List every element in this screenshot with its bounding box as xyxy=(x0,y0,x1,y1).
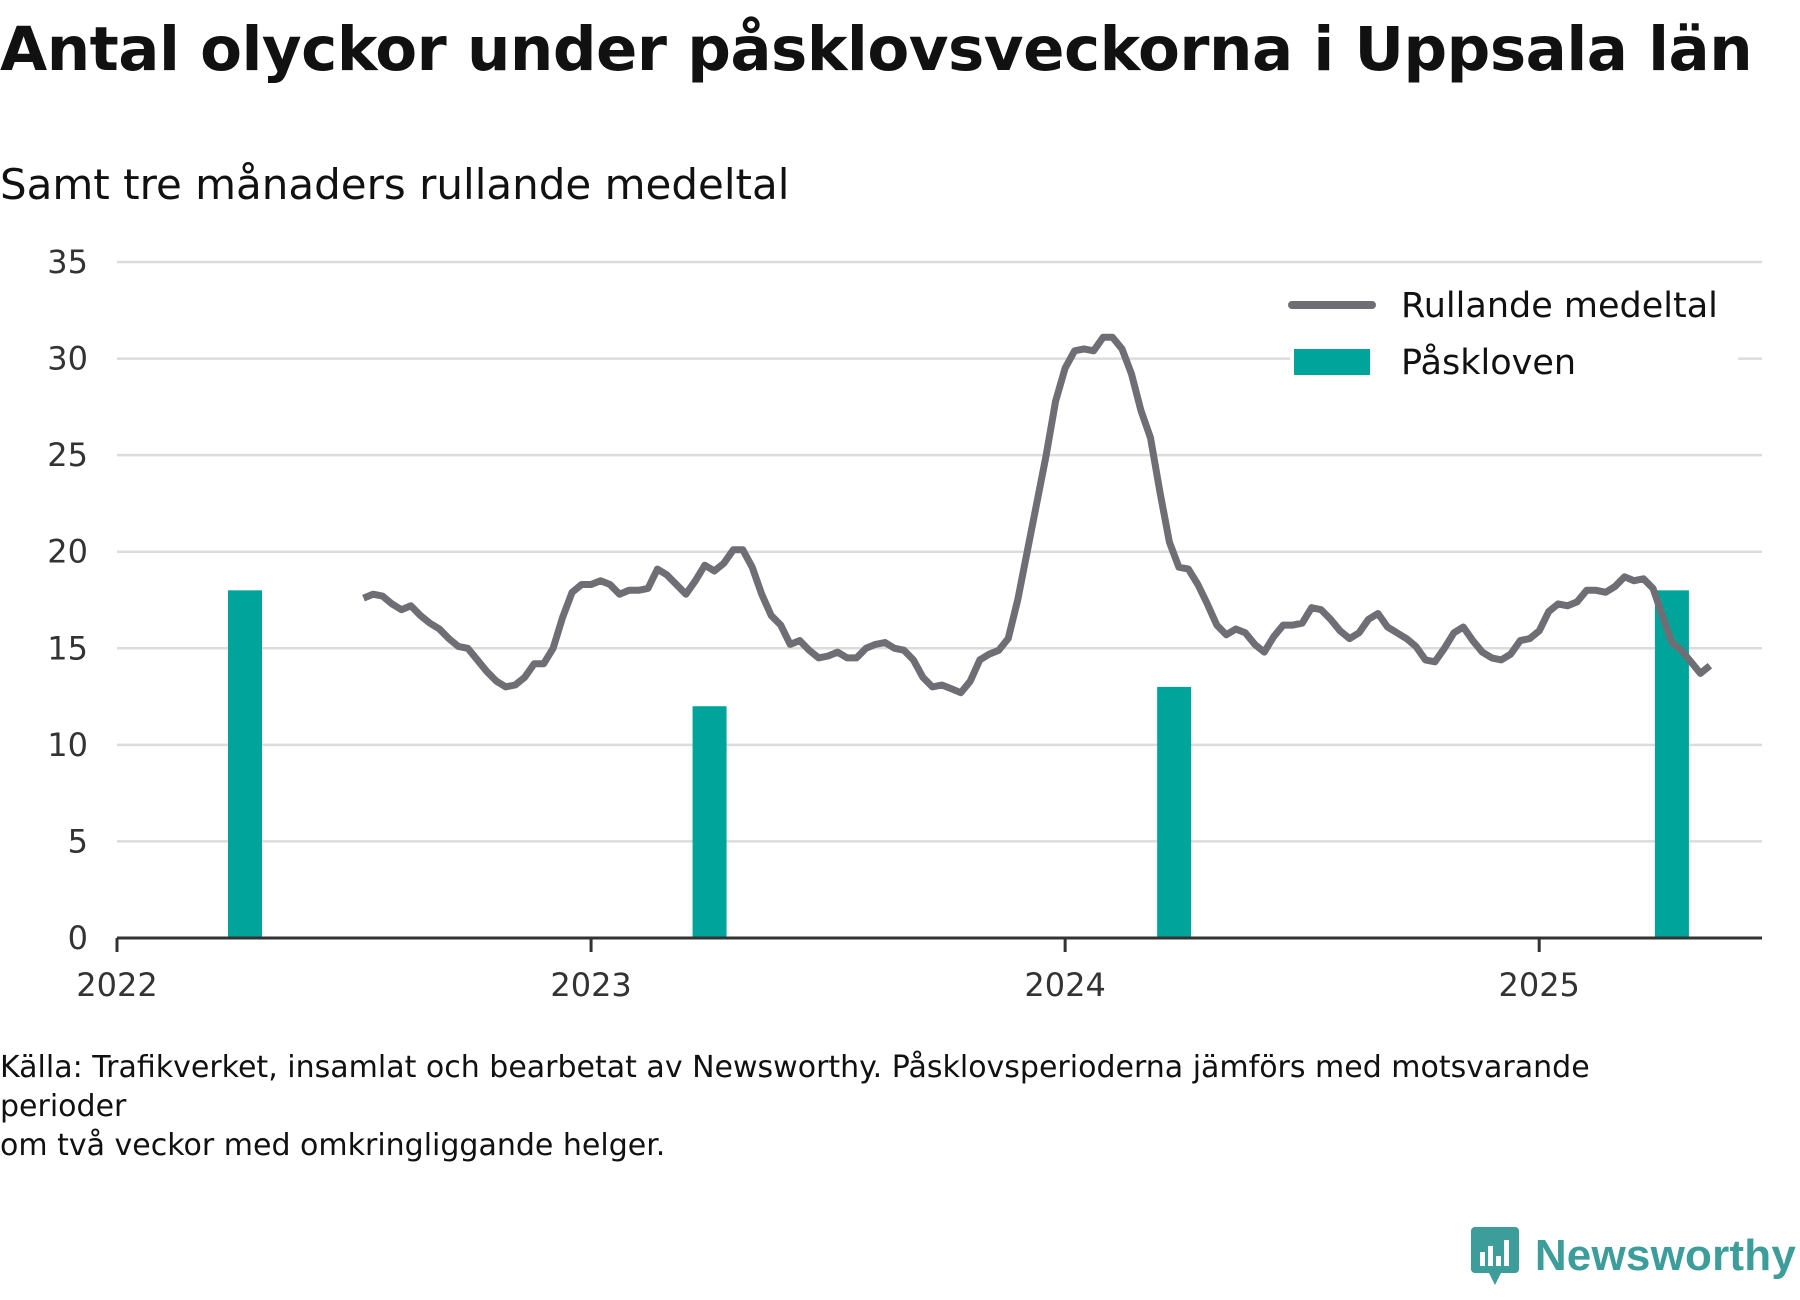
bar-series-paskloven xyxy=(227,590,1689,938)
legend-bar-swatch xyxy=(1294,349,1370,375)
y-tick-label: 0 xyxy=(68,919,88,957)
bar-paskloven xyxy=(1157,686,1192,938)
x-axis: 2022 2023 2024 2025 xyxy=(76,936,1762,1004)
y-axis-ticks: 0 5 10 15 20 25 30 35 xyxy=(47,243,88,957)
line-rullande-medeltal xyxy=(362,333,1713,697)
bar-paskloven xyxy=(692,706,727,938)
x-tick-label: 2022 xyxy=(76,966,157,1004)
brand-name: Newsworthy xyxy=(1534,1231,1796,1280)
legend-label-rullande-medeltal: Rullande medeltal xyxy=(1401,286,1718,326)
y-tick-label: 5 xyxy=(68,822,88,860)
x-tick-label: 2025 xyxy=(1498,966,1579,1004)
x-tick-label: 2023 xyxy=(550,966,631,1004)
chart-subtitle: Samt tre månaders rullande medeltal xyxy=(0,160,790,209)
source-line-1: Källa: Trafikverket, insamlat och bearbe… xyxy=(0,1050,1590,1124)
line-series-rullande-medeltal xyxy=(362,333,1713,697)
source-line-2: om två veckor med omkringliggande helger… xyxy=(0,1128,666,1163)
y-tick-label: 15 xyxy=(47,629,88,667)
legend-label-paskloven: Påskloven xyxy=(1401,342,1576,383)
y-tick-label: 25 xyxy=(47,436,88,474)
y-tick-label: 35 xyxy=(47,243,88,281)
chart-title: Antal olyckor under påsklovsveckorna i U… xyxy=(0,14,1753,85)
source-note: Källa: Trafikverket, insamlat och bearbe… xyxy=(0,1048,1700,1165)
y-tick-label: 10 xyxy=(47,726,88,764)
x-tick-label: 2024 xyxy=(1024,966,1105,1004)
y-tick-label: 20 xyxy=(47,533,88,571)
y-tick-label: 30 xyxy=(47,340,88,378)
bar-paskloven xyxy=(227,590,262,938)
legend: Rullande medeltal Påskloven xyxy=(1288,280,1738,384)
newsworthy-logo: Newsworthy xyxy=(1470,1226,1796,1286)
newsworthy-chart-bubble-icon xyxy=(1470,1227,1519,1285)
